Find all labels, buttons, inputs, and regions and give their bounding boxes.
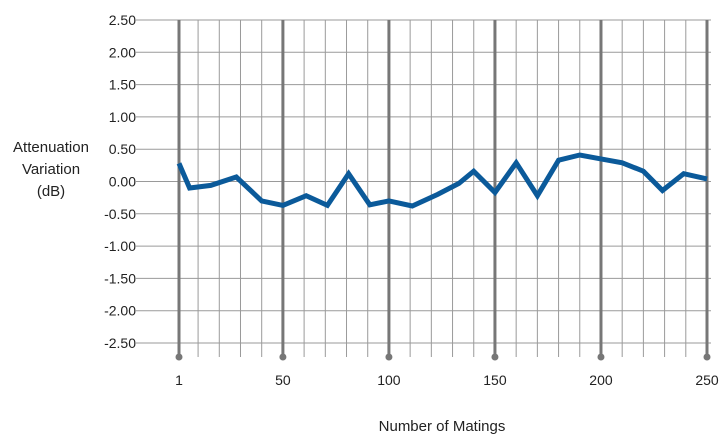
x-tick-label: 50 bbox=[275, 372, 291, 388]
y-axis-title-line: Attenuation bbox=[13, 139, 89, 156]
x-tick-label: 250 bbox=[695, 372, 719, 388]
x-tick-dot bbox=[279, 353, 287, 361]
y-axis-title-line: Variation bbox=[22, 161, 80, 178]
major-grid bbox=[177, 20, 709, 357]
x-tick-dot bbox=[597, 353, 605, 361]
x-tick-dot bbox=[703, 353, 711, 361]
x-tick-label: 1 bbox=[175, 372, 183, 388]
x-tick-markers bbox=[175, 353, 711, 361]
y-tick-label: 0.50 bbox=[109, 141, 136, 157]
y-tick-labels: 2.50 2.00 1.50 1.00 0.50 0.00 -0.50 -1.00 -1.50 -… bbox=[104, 12, 136, 351]
y-tick-label: -1.50 bbox=[104, 270, 136, 286]
x-tick-dot bbox=[175, 353, 183, 361]
y-tick-label: 2.50 bbox=[109, 12, 136, 28]
y-tick-label: 0.00 bbox=[109, 174, 136, 190]
y-tick-label: -2.50 bbox=[104, 335, 136, 351]
series-layer bbox=[176, 152, 708, 209]
x-axis-title: Number of Matings bbox=[379, 418, 506, 435]
minor-grid bbox=[136, 19, 711, 357]
y-tick-label: 2.00 bbox=[109, 44, 136, 60]
x-tick-label: 100 bbox=[377, 372, 401, 388]
x-tick-label: 150 bbox=[483, 372, 507, 388]
y-tick-label: 1.50 bbox=[109, 77, 136, 93]
y-tick-label: 1.00 bbox=[109, 109, 136, 125]
series-line bbox=[176, 152, 708, 209]
x-tick-dot bbox=[491, 353, 499, 361]
x-tick-labels: 1 50 100 150 200 250 bbox=[175, 372, 719, 388]
x-tick-dot bbox=[385, 353, 393, 361]
y-tick-label: -1.00 bbox=[104, 238, 136, 254]
y-axis-title-line: (dB) bbox=[37, 183, 65, 200]
y-tick-label: -2.00 bbox=[104, 303, 136, 319]
y-tick-label: -0.50 bbox=[104, 206, 136, 222]
y-axis-title: Attenuation Variation (dB) bbox=[13, 139, 89, 200]
x-tick-label: 200 bbox=[589, 372, 613, 388]
